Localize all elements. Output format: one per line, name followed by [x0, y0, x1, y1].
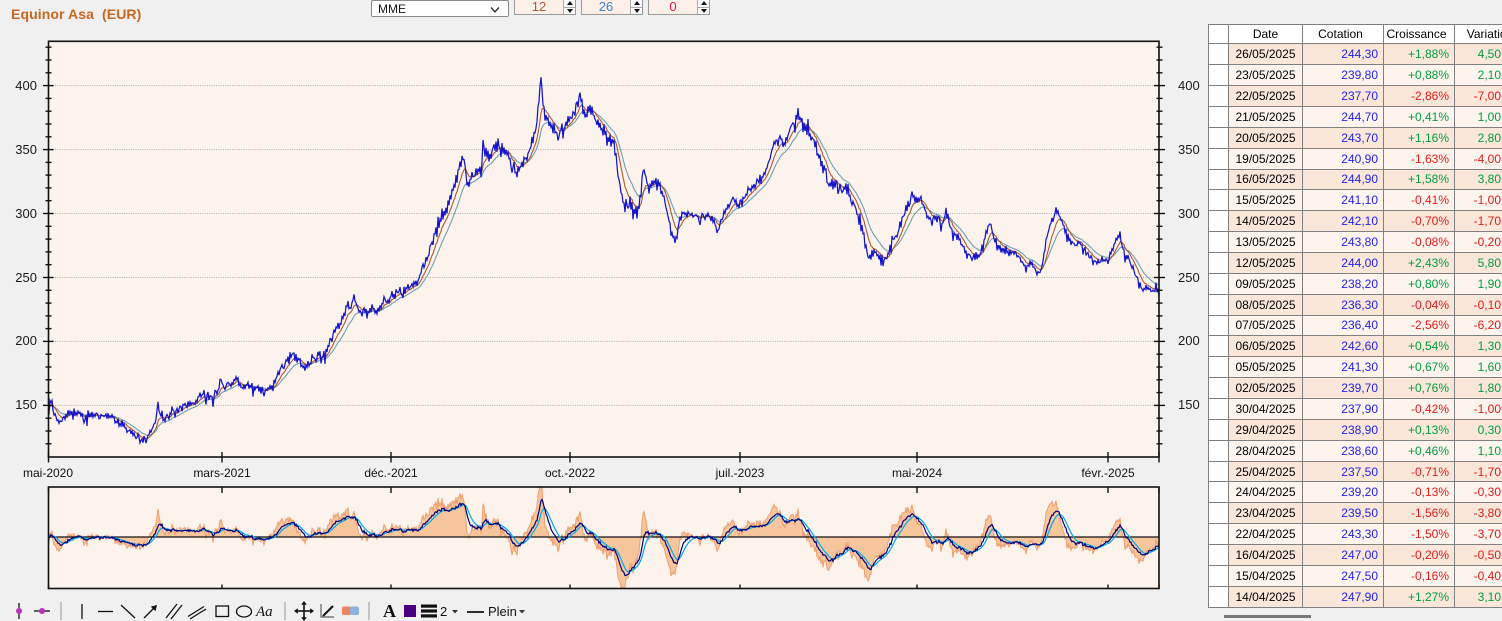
- svg-text:A: A: [383, 601, 396, 621]
- svg-text:Aa: Aa: [255, 604, 273, 620]
- svg-text:Plein: Plein: [488, 604, 517, 619]
- svg-text:2: 2: [440, 604, 447, 619]
